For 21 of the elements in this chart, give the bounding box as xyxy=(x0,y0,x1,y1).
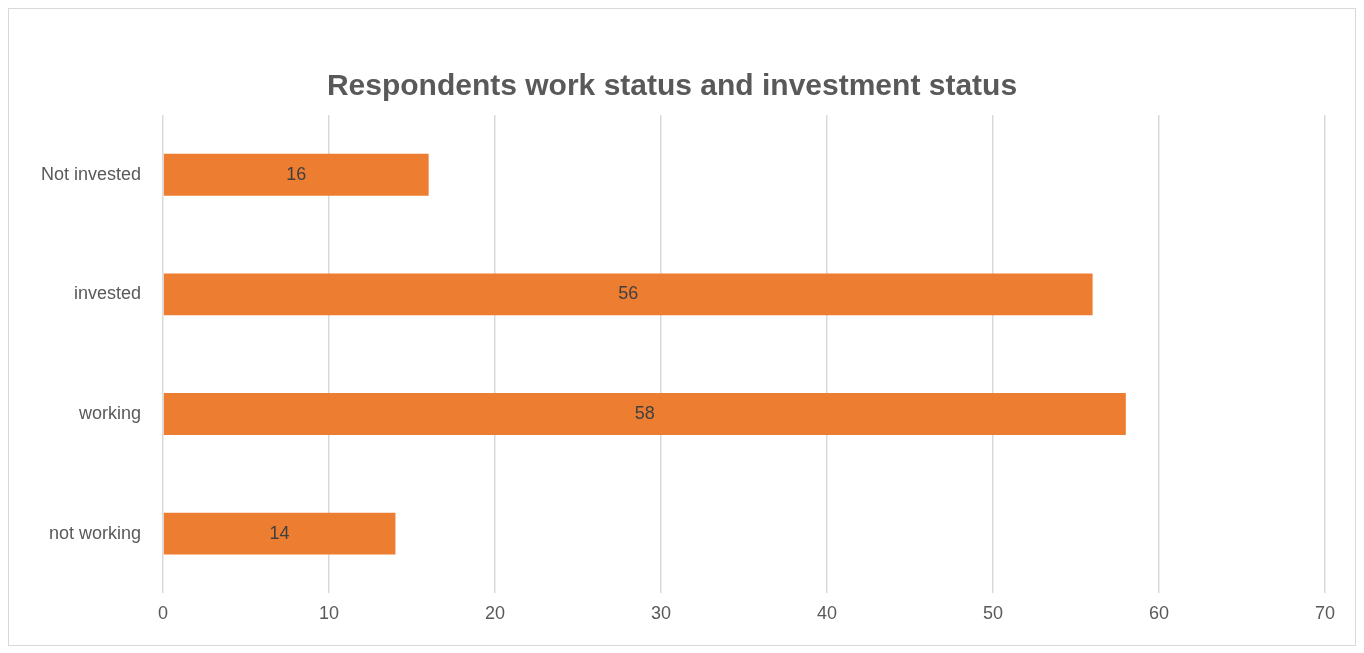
y-tick-label: working xyxy=(78,402,142,423)
x-tick-label: 20 xyxy=(485,603,506,624)
x-tick-label: 40 xyxy=(817,603,838,624)
data-label: 56 xyxy=(618,283,639,304)
data-label: 16 xyxy=(286,163,307,184)
x-tick-label: 0 xyxy=(158,603,169,624)
bar xyxy=(163,153,429,196)
bar xyxy=(163,512,396,555)
x-tick-label: 30 xyxy=(651,603,672,624)
y-tick-label: not working xyxy=(48,522,142,543)
data-label: 14 xyxy=(269,522,290,543)
x-tick-label: 70 xyxy=(1314,603,1336,624)
x-tick-label: 50 xyxy=(983,603,1004,624)
chart-title: Respondents work status and investment status xyxy=(326,68,1018,102)
x-tick-label: 60 xyxy=(1148,603,1170,624)
data-label: 58 xyxy=(634,402,655,423)
x-tick-label: 10 xyxy=(319,603,340,624)
y-tick-label: invested xyxy=(74,283,142,304)
bar xyxy=(163,273,1093,316)
bar xyxy=(163,393,1126,435)
y-tick-label: Not invested xyxy=(40,163,142,184)
